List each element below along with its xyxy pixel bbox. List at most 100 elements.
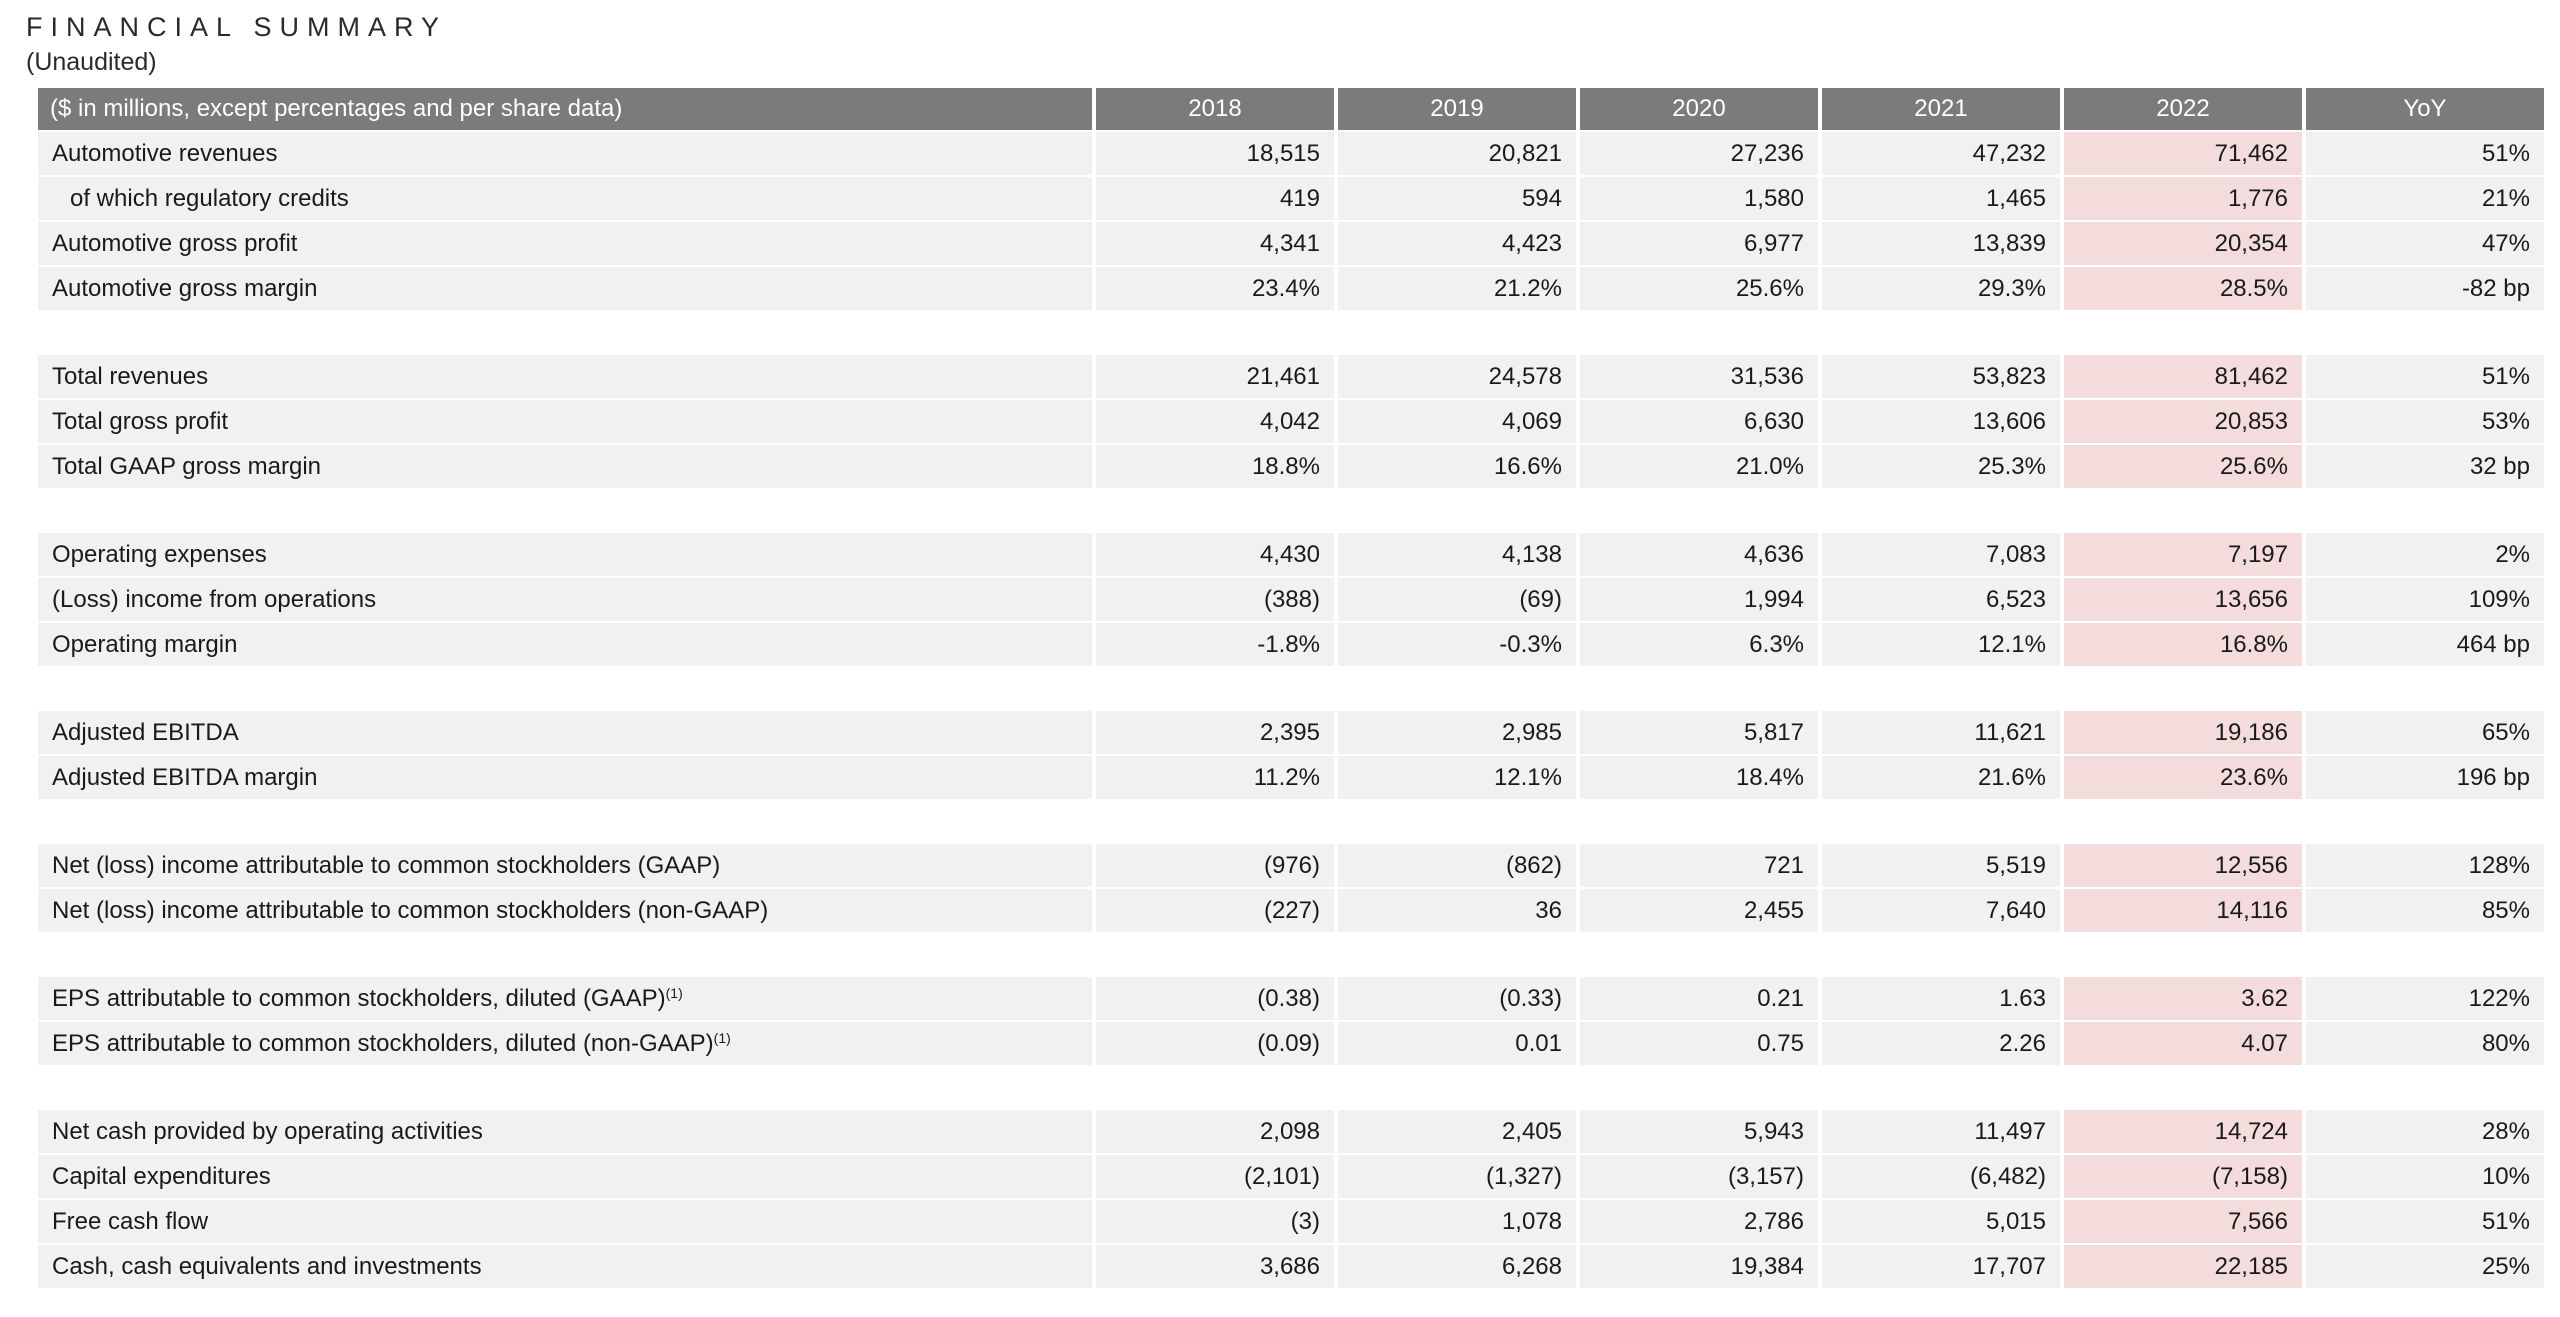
- cell-yoy: 85%: [2306, 889, 2544, 932]
- cell-2020: 21.0%: [1580, 445, 1818, 488]
- cell-2019: (1,327): [1338, 1155, 1576, 1198]
- financial-summary-table: ($ in millions, except percentages and p…: [34, 86, 2548, 1290]
- row-label: Cash, cash equivalents and investments: [38, 1245, 1092, 1288]
- cell-2019: 36: [1338, 889, 1576, 932]
- cell-2020: 721: [1580, 844, 1818, 887]
- cell-2018: 18,515: [1096, 132, 1334, 175]
- cell-yoy: 80%: [2306, 1022, 2544, 1065]
- cell-2019: 4,069: [1338, 400, 1576, 443]
- row-label: EPS attributable to common stockholders,…: [38, 1022, 1092, 1065]
- cell-2021: 17,707: [1822, 1245, 2060, 1288]
- cell-2022: 1,776: [2064, 177, 2302, 220]
- cell-2020: 6,977: [1580, 222, 1818, 265]
- cell-2018: (976): [1096, 844, 1334, 887]
- table-row: Total GAAP gross margin 18.8% 16.6% 21.0% 25…: [38, 445, 2544, 488]
- cell-2020: 18.4%: [1580, 756, 1818, 799]
- row-label-text: Capital expenditures: [52, 1162, 271, 1190]
- header-col-2019: 2019: [1338, 88, 1576, 130]
- row-label: Operating margin: [38, 623, 1092, 666]
- spacer-cell: [38, 934, 2544, 975]
- cell-yoy: 53%: [2306, 400, 2544, 443]
- cell-yoy: 51%: [2306, 1200, 2544, 1243]
- cell-2021: 21.6%: [1822, 756, 2060, 799]
- row-label-text: Automotive revenues: [52, 139, 278, 167]
- row-label: Free cash flow: [38, 1200, 1092, 1243]
- cell-2020: 4,636: [1580, 533, 1818, 576]
- cell-2020: 1,580: [1580, 177, 1818, 220]
- cell-2022: 22,185: [2064, 1245, 2302, 1288]
- cell-yoy: 65%: [2306, 711, 2544, 754]
- table-row: Operating expenses 4,430 4,138 4,636 7,083 7,…: [38, 533, 2544, 576]
- cell-2021: 29.3%: [1822, 267, 2060, 310]
- row-label: Net cash provided by operating activitie…: [38, 1110, 1092, 1153]
- row-label: Total gross profit: [38, 400, 1092, 443]
- cell-2018: (3): [1096, 1200, 1334, 1243]
- cell-2022: 81,462: [2064, 355, 2302, 398]
- cell-2021: 53,823: [1822, 355, 2060, 398]
- group-spacer: [38, 312, 2544, 353]
- row-label: Automotive gross margin: [38, 267, 1092, 310]
- group-spacer: [38, 490, 2544, 531]
- cell-2021: 13,839: [1822, 222, 2060, 265]
- cell-2018: 2,395: [1096, 711, 1334, 754]
- spacer-cell: [38, 312, 2544, 353]
- table-body: Automotive revenues 18,515 20,821 27,236 47,…: [38, 132, 2544, 1288]
- table-row: Adjusted EBITDA 2,395 2,985 5,817 11,621 19,1…: [38, 711, 2544, 754]
- row-label: Automotive revenues: [38, 132, 1092, 175]
- cell-yoy: 122%: [2306, 977, 2544, 1020]
- cell-yoy: 21%: [2306, 177, 2544, 220]
- row-label-text: Net (loss) income attributable to common…: [52, 851, 721, 879]
- table-row: EPS attributable to common stockholders,…: [38, 977, 2544, 1020]
- cell-2020: 5,943: [1580, 1110, 1818, 1153]
- row-label-text: (Loss) income from operations: [52, 585, 377, 613]
- cell-2019: 21.2%: [1338, 267, 1576, 310]
- table-row: Operating margin -1.8% -0.3% 6.3% 12.1% 16.8%…: [38, 623, 2544, 666]
- cell-2021: 5,015: [1822, 1200, 2060, 1243]
- page-title: FINANCIAL SUMMARY: [26, 12, 448, 42]
- cell-2018: (227): [1096, 889, 1334, 932]
- row-label-text: Total GAAP gross margin: [52, 452, 322, 480]
- table-row: of which regulatory credits 419 594 1,580 1,…: [38, 177, 2544, 220]
- cell-2019: 2,985: [1338, 711, 1576, 754]
- table-row: Adjusted EBITDA margin 11.2% 12.1% 18.4% 21.…: [38, 756, 2544, 799]
- cell-2018: -1.8%: [1096, 623, 1334, 666]
- group-spacer: [38, 668, 2544, 709]
- cell-2018: 3,686: [1096, 1245, 1334, 1288]
- cell-2021: 1.63: [1822, 977, 2060, 1020]
- cell-2019: 4,423: [1338, 222, 1576, 265]
- spacer-cell: [38, 490, 2544, 531]
- row-label: Operating expenses: [38, 533, 1092, 576]
- cell-2018: 4,430: [1096, 533, 1334, 576]
- cell-2019: (69): [1338, 578, 1576, 621]
- cell-yoy: 464 bp: [2306, 623, 2544, 666]
- cell-2020: 1,994: [1580, 578, 1818, 621]
- cell-2019: 594: [1338, 177, 1576, 220]
- cell-2019: 20,821: [1338, 132, 1576, 175]
- cell-2021: 12.1%: [1822, 623, 2060, 666]
- row-label: (Loss) income from operations: [38, 578, 1092, 621]
- cell-2022: 7,197: [2064, 533, 2302, 576]
- group-spacer: [38, 1067, 2544, 1108]
- cell-2022: 14,116: [2064, 889, 2302, 932]
- table-row: Net cash provided by operating activitie…: [38, 1110, 2544, 1153]
- table-row: Free cash flow (3) 1,078 2,786 5,015 7,566 51%: [38, 1200, 2544, 1243]
- cell-2019: 6,268: [1338, 1245, 1576, 1288]
- cell-2019: 0.01: [1338, 1022, 1576, 1065]
- cell-2021: 5,519: [1822, 844, 2060, 887]
- table-header-row: ($ in millions, except percentages and p…: [38, 88, 2544, 130]
- group-spacer: [38, 934, 2544, 975]
- cell-2022: 13,656: [2064, 578, 2302, 621]
- cell-2021: 47,232: [1822, 132, 2060, 175]
- row-label-text: EPS attributable to common stockholders,…: [52, 1029, 714, 1057]
- header-col-2021: 2021: [1822, 88, 2060, 130]
- cell-2018: 18.8%: [1096, 445, 1334, 488]
- cell-yoy: -82 bp: [2306, 267, 2544, 310]
- table-row: Net (loss) income attributable to common…: [38, 889, 2544, 932]
- cell-2020: 2,786: [1580, 1200, 1818, 1243]
- cell-2018: 11.2%: [1096, 756, 1334, 799]
- cell-2020: 5,817: [1580, 711, 1818, 754]
- cell-2020: 19,384: [1580, 1245, 1818, 1288]
- table-row: Capital expenditures (2,101) (1,327) (3,157…: [38, 1155, 2544, 1198]
- cell-yoy: 51%: [2306, 132, 2544, 175]
